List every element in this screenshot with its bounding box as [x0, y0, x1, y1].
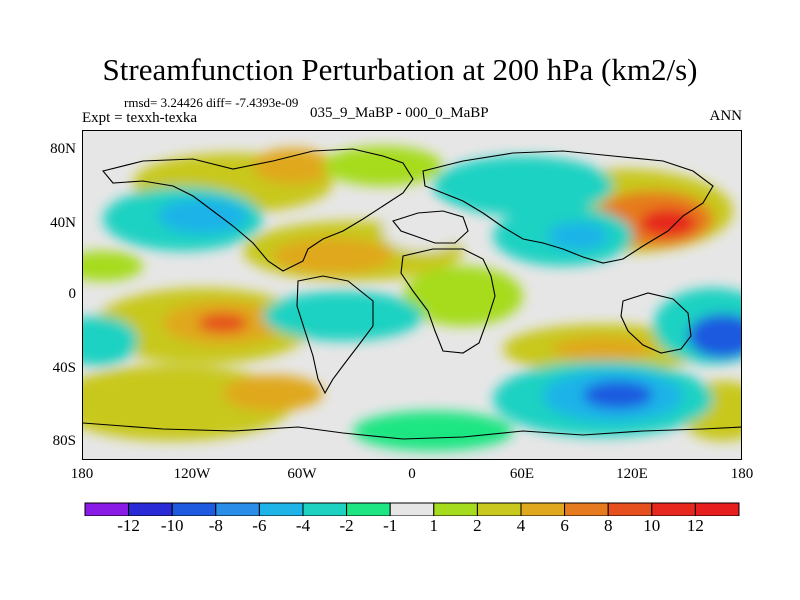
y-tick-40n: 40N — [50, 215, 76, 231]
colorbar-label: -6 — [252, 516, 267, 535]
colorbar-label: -4 — [295, 516, 311, 535]
colorbar-label: 8 — [603, 516, 613, 535]
colorbar-label: 1 — [429, 516, 439, 535]
colorbar-box — [302, 502, 348, 516]
y-tick-40s: 40S — [52, 360, 76, 376]
colorbar-box — [215, 502, 260, 516]
colorbar-box — [258, 502, 304, 516]
season-label: ANN — [709, 108, 743, 124]
colorbar-box — [607, 502, 653, 516]
coastlines — [83, 148, 741, 440]
y-tick-80n: 80N — [50, 141, 76, 157]
x-tick-60w: 60W — [287, 466, 317, 482]
map-plot — [82, 130, 742, 460]
y-tick-0: 0 — [68, 286, 77, 302]
stats-text: rmsd= 3.24426 diff= -7.4393e-09 — [124, 95, 299, 110]
colorbar-box — [128, 502, 173, 516]
colorbar-box — [389, 502, 435, 516]
colorbar-box — [564, 502, 609, 516]
colorbar-label: 2 — [473, 516, 482, 535]
colorbar-label: 12 — [686, 516, 704, 535]
x-tick-0: 0 — [408, 466, 416, 482]
x-tick-120e: 120E — [616, 466, 648, 482]
colorbar-label: 4 — [516, 516, 526, 535]
colorbar-box — [476, 502, 522, 516]
colorbar-label: -10 — [160, 516, 184, 535]
colorbar-label: -8 — [208, 516, 223, 535]
colorbar-box — [694, 502, 740, 516]
colorbar-box — [84, 502, 130, 516]
colorbar-box — [171, 502, 217, 516]
experiment-label: 035_9_MaBP - 000_0_MaBP — [310, 105, 489, 121]
expt-label: Expt = texxh-texka — [82, 110, 198, 126]
colorbar-label: 10 — [643, 516, 661, 535]
colorbar-label: 6 — [560, 516, 569, 535]
y-tick-80s: 80S — [52, 433, 76, 449]
colorbar-label: -12 — [117, 516, 140, 535]
colorbar-label: -2 — [339, 516, 354, 535]
x-tick-120w: 120W — [173, 466, 211, 482]
colorbar-box — [520, 502, 566, 516]
x-tick-180w: 180 — [70, 466, 94, 482]
x-tick-60e: 60E — [509, 466, 535, 482]
colorbar-box — [651, 502, 696, 516]
colorbar-box — [346, 502, 391, 516]
contour-field — [83, 131, 741, 459]
colorbar-label: -1 — [383, 516, 398, 535]
x-tick-180e: 180 — [730, 466, 754, 482]
page-title: Streamfunction Perturbation at 200 hPa (… — [102, 52, 698, 87]
colorbar — [84, 502, 740, 516]
colorbar-box — [433, 502, 478, 516]
